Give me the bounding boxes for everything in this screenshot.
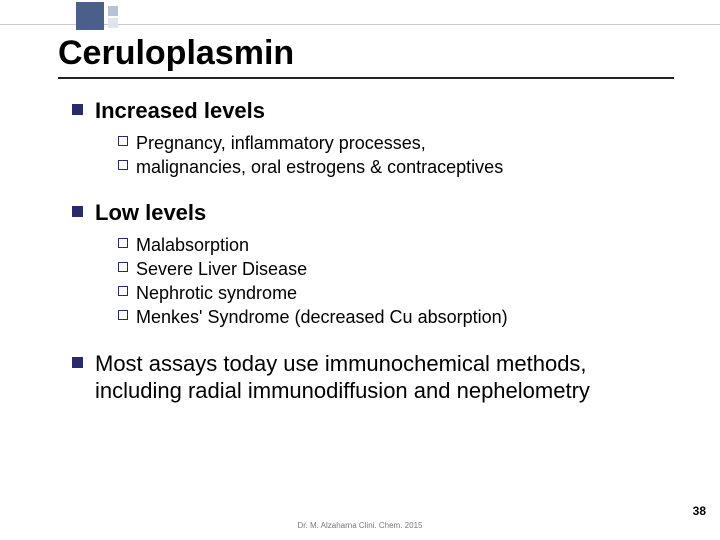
page-number: 38 bbox=[693, 504, 706, 518]
header-square-large bbox=[76, 2, 104, 30]
bullet-open-icon bbox=[118, 262, 128, 272]
list-item: Nephrotic syndrome bbox=[118, 281, 678, 305]
bullet-open-icon bbox=[118, 160, 128, 170]
list-item: Pregnancy, inflammatory processes, bbox=[118, 131, 678, 155]
low-items: Malabsorption Severe Liver Disease Nephr… bbox=[118, 233, 678, 330]
section-heading: Increased levels bbox=[95, 97, 265, 125]
list-item-text: Severe Liver Disease bbox=[136, 257, 307, 281]
bullet-solid-icon bbox=[72, 104, 83, 115]
section-increased: Increased levels bbox=[72, 97, 678, 125]
list-item-text: Menkes' Syndrome (decreased Cu absorptio… bbox=[136, 305, 508, 329]
list-item: Severe Liver Disease bbox=[118, 257, 678, 281]
footer-citation: Dr. M. Alzaharna Clini. Chem. 2015 bbox=[0, 521, 720, 530]
bullet-solid-icon bbox=[72, 206, 83, 217]
bullet-open-icon bbox=[118, 238, 128, 248]
list-item-text: malignancies, oral estrogens & contracep… bbox=[136, 155, 503, 179]
header-decoration bbox=[0, 0, 720, 30]
slide-title: Ceruloplasmin bbox=[58, 34, 678, 73]
bullet-solid-icon bbox=[72, 357, 83, 368]
list-item-text: Nephrotic syndrome bbox=[136, 281, 297, 305]
bullet-open-icon bbox=[118, 136, 128, 146]
section-note: Most assays today use immunochemical met… bbox=[72, 350, 678, 405]
title-underline bbox=[58, 77, 674, 79]
list-item-text: Malabsorption bbox=[136, 233, 249, 257]
section-low: Low levels bbox=[72, 199, 678, 227]
list-item: Menkes' Syndrome (decreased Cu absorptio… bbox=[118, 305, 678, 329]
bullet-open-icon bbox=[118, 310, 128, 320]
increased-items: Pregnancy, inflammatory processes, malig… bbox=[118, 131, 678, 180]
header-square-small-top bbox=[108, 6, 118, 16]
bullet-open-icon bbox=[118, 286, 128, 296]
slide-body: Ceruloplasmin Increased levels Pregnancy… bbox=[58, 34, 678, 411]
list-item: malignancies, oral estrogens & contracep… bbox=[118, 155, 678, 179]
section-heading: Low levels bbox=[95, 199, 206, 227]
list-item: Malabsorption bbox=[118, 233, 678, 257]
header-square-small-bottom bbox=[108, 18, 118, 28]
note-text: Most assays today use immunochemical met… bbox=[95, 350, 678, 405]
list-item-text: Pregnancy, inflammatory processes, bbox=[136, 131, 426, 155]
